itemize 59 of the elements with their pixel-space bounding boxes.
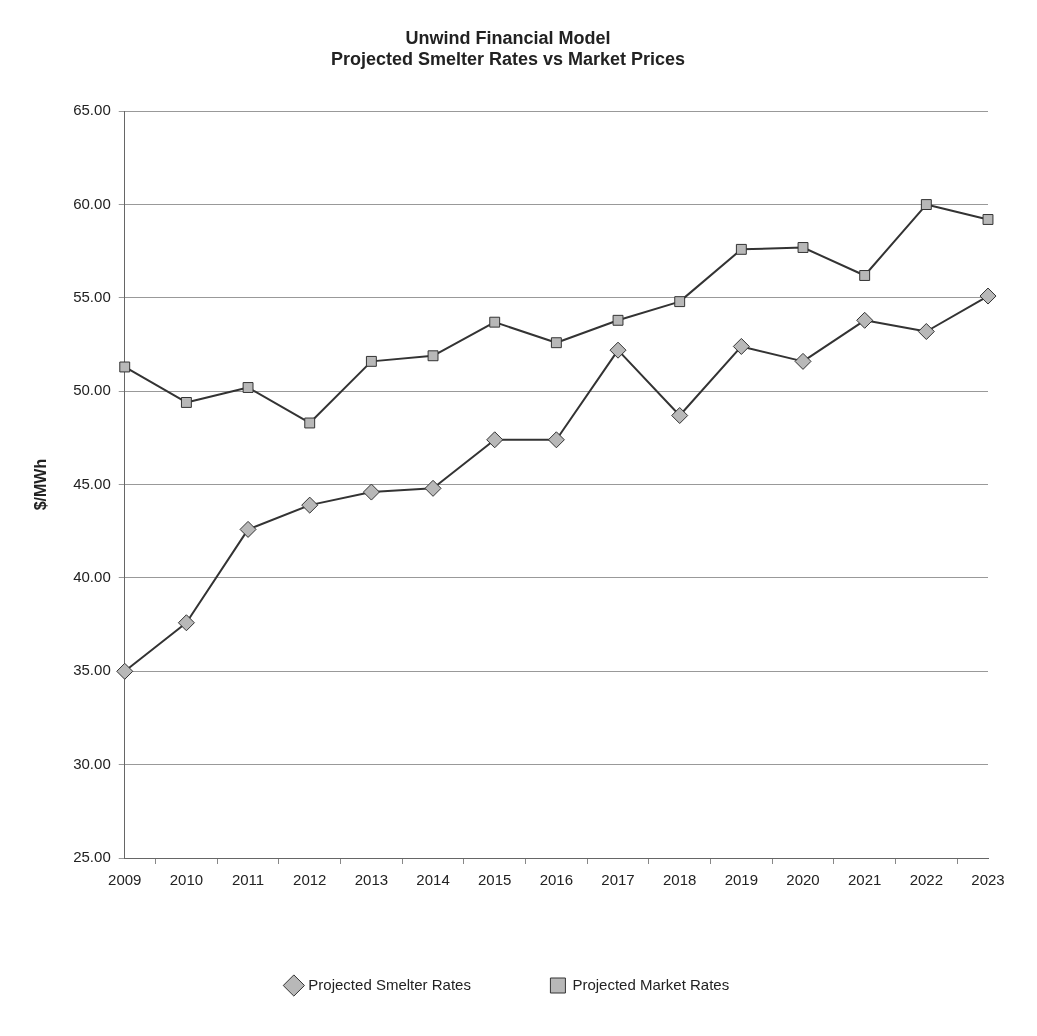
point <box>547 431 565 449</box>
point <box>489 316 501 328</box>
point <box>609 341 627 359</box>
x-tick-label: 2018 <box>663 871 697 889</box>
point <box>797 242 809 253</box>
x-tick-label: 2020 <box>786 871 820 889</box>
y-tick-label: 50.00 <box>73 381 111 399</box>
point <box>982 214 994 225</box>
point <box>304 417 316 429</box>
point <box>859 270 871 281</box>
x-tick-label: 2021 <box>847 871 882 889</box>
text: Unwind Financial Model <box>405 27 611 48</box>
x-tick-label: 2014 <box>416 871 450 889</box>
y-tick-label: 65.00 <box>73 101 111 119</box>
x-tick-label: 2022 <box>909 871 944 889</box>
point <box>612 314 624 326</box>
point <box>917 323 935 341</box>
point <box>242 382 254 393</box>
y-tick-label: 60.00 <box>73 194 111 212</box>
y-tick-label: 25.00 <box>73 848 111 866</box>
point <box>486 431 504 449</box>
point <box>674 296 686 308</box>
legend-label: Projected Smelter Rates <box>308 975 471 993</box>
point <box>671 407 689 425</box>
point <box>920 199 932 210</box>
point <box>177 614 195 632</box>
point <box>119 361 131 373</box>
point <box>979 287 997 305</box>
point <box>424 479 442 497</box>
point <box>550 337 562 349</box>
x-tick-label: 2015 <box>478 871 512 889</box>
x-tick-label: 2019 <box>724 871 759 889</box>
point <box>794 352 812 370</box>
point <box>365 355 377 367</box>
point <box>301 496 319 514</box>
point <box>116 662 134 680</box>
x-tick-label: 2023 <box>971 871 1005 889</box>
text: Projected Smelter Rates vs Market Prices <box>330 49 686 70</box>
y-tick-label: 40.00 <box>73 568 111 586</box>
point <box>239 520 257 538</box>
x-tick-label: 2016 <box>539 871 574 889</box>
y-tick-label: 35.00 <box>73 661 111 679</box>
y-tick-label: 55.00 <box>73 288 111 306</box>
x-tick-label: 2010 <box>169 871 204 889</box>
x-tick-label: 2011 <box>231 871 265 889</box>
x-tick-label: 2013 <box>354 871 389 889</box>
x-tick-label: 2012 <box>293 871 327 889</box>
point <box>427 350 439 362</box>
y-axis-title: $/MWh <box>32 458 50 511</box>
legend-label: Projected Market Rates <box>572 975 730 993</box>
y-tick-label: 45.00 <box>73 474 111 492</box>
point <box>362 483 380 501</box>
point <box>732 337 750 355</box>
y-tick-label: 30.00 <box>73 754 111 772</box>
x-tick-label: 2017 <box>601 871 635 889</box>
point <box>735 243 747 255</box>
point <box>180 397 192 408</box>
x-tick-label: 2009 <box>108 871 142 889</box>
point <box>856 311 874 329</box>
